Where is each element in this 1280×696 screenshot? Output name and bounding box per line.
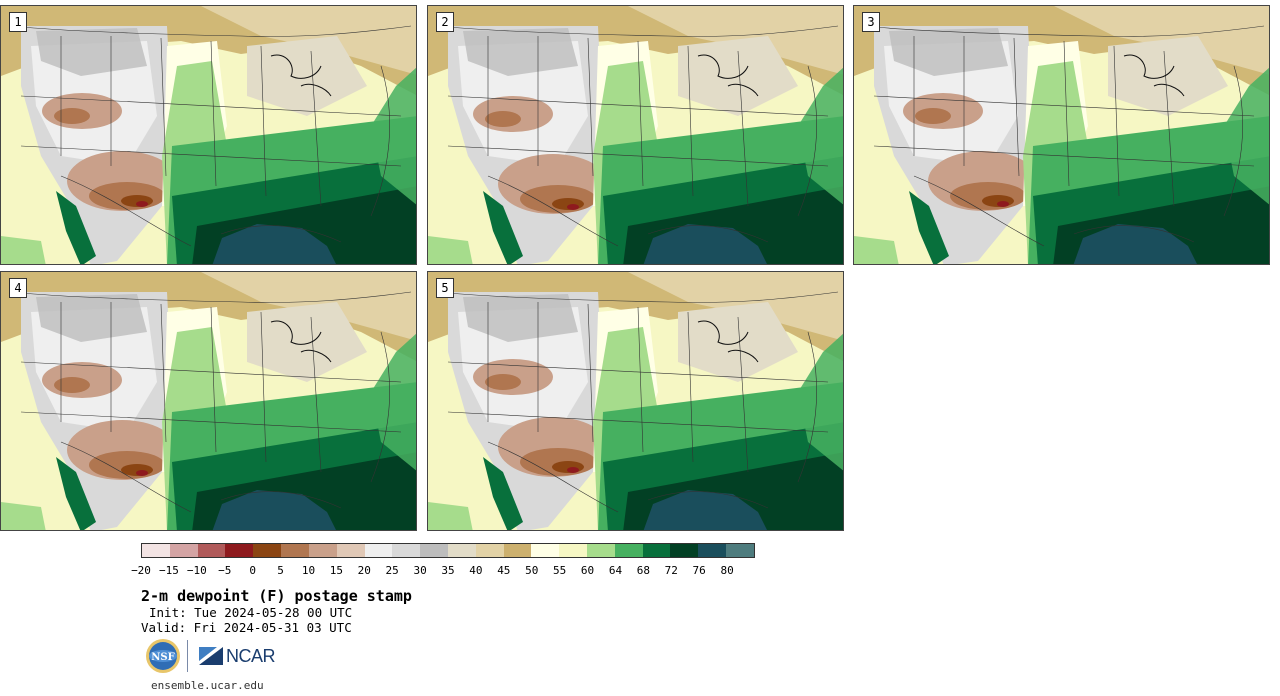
colorbar-tick-label: 20 (357, 564, 371, 577)
colorbar-tick-label: 72 (664, 564, 678, 577)
colorbar-tick-label: 50 (525, 564, 539, 577)
ensemble-member-map[interactable]: 4 (0, 271, 417, 531)
colorbar-tick-label: 35 (441, 564, 455, 577)
nsf-logo: NSF (146, 639, 180, 673)
colorbar-tick-label: 10 (301, 564, 316, 577)
colorbar-tick-label: 55 (553, 564, 567, 577)
colorbar-tick-label: 64 (608, 564, 623, 577)
logo-separator (187, 640, 188, 672)
colorbar-tick-label: 76 (692, 564, 706, 577)
ncar-logo (199, 647, 223, 665)
member-number-label: 5 (436, 278, 454, 298)
colorbar-swatch (503, 544, 532, 557)
colorbar-swatch (642, 544, 671, 557)
member-number-label: 4 (9, 278, 27, 298)
colorbar-tick-label: 40 (469, 564, 483, 577)
ensemble-member-map[interactable]: 5 (427, 271, 844, 531)
site-url[interactable]: ensemble.ucar.edu (151, 679, 264, 692)
colorbar-tick-label: 45 (497, 564, 511, 577)
ensemble-member-map[interactable]: 2 (427, 5, 844, 265)
colorbar-swatch (614, 544, 643, 557)
colorbar-tick-label: 80 (720, 564, 734, 577)
colorbar-tick-label: 0 (249, 564, 256, 577)
colorbar-tick-label: −10 (186, 564, 207, 577)
colorbar-swatch (726, 544, 754, 557)
colorbar-swatch (420, 544, 448, 557)
colorbar-swatch (531, 544, 560, 557)
colorbar-swatch (475, 544, 504, 557)
colorbar-swatch (670, 544, 699, 557)
colorbar-swatch (281, 544, 309, 557)
colorbar-tick-label: 60 (580, 564, 595, 577)
colorbar-tick-label: −15 (158, 564, 179, 577)
colorbar-swatch (225, 544, 254, 557)
colorbar-tick-label: 68 (636, 564, 650, 577)
colorbar-swatch (559, 544, 587, 557)
colorbar-swatch (308, 544, 337, 557)
colorbar-tick-label: 5 (277, 564, 284, 577)
colorbar-tick-label: 15 (329, 564, 343, 577)
valid-time: Valid: Fri 2024-05-31 03 UTC (141, 620, 352, 635)
colorbar-swatch (197, 544, 226, 557)
colorbar-swatch (253, 544, 282, 557)
colorbar-tick-label: −5 (218, 564, 232, 577)
chart-title: 2-m dewpoint (F) postage stamp (141, 587, 412, 605)
colorbar-swatch (336, 544, 365, 557)
svg-text:NSF: NSF (151, 652, 174, 663)
init-time: Init: Tue 2024-05-28 00 UTC (149, 605, 353, 620)
colorbar-swatch (587, 544, 615, 557)
colorbar-swatch (169, 544, 198, 557)
ensemble-member-map[interactable]: 1 (0, 5, 417, 265)
member-number-label: 2 (436, 12, 454, 32)
dewpoint-colorbar (141, 543, 755, 558)
colorbar-swatch (447, 544, 476, 557)
ensemble-member-map[interactable]: 3 (853, 5, 1270, 265)
colorbar-swatch (142, 544, 170, 557)
ncar-wordmark: NCAR (226, 646, 276, 666)
colorbar-swatch (364, 544, 393, 557)
colorbar-tick-label: 30 (413, 564, 427, 577)
colorbar-tick-label: 25 (385, 564, 399, 577)
colorbar-swatch (698, 544, 727, 557)
member-number-label: 3 (862, 12, 880, 32)
colorbar-swatch (392, 544, 421, 557)
colorbar-tick-label: −20 (131, 564, 151, 577)
member-number-label: 1 (9, 12, 27, 32)
